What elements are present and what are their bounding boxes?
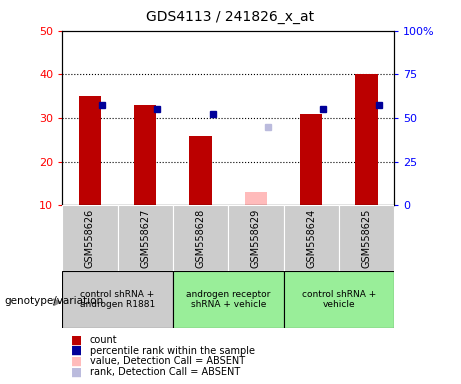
Bar [173,271,284,328]
Text: GDS4113 / 241826_x_at: GDS4113 / 241826_x_at [147,10,314,23]
Bar [228,205,284,271]
Bar [355,74,378,205]
Text: ■: ■ [71,344,83,357]
Text: value, Detection Call = ABSENT: value, Detection Call = ABSENT [90,356,245,366]
Text: GSM558626: GSM558626 [85,209,95,268]
Text: genotype/variation: genotype/variation [5,296,104,306]
Bar [62,271,173,328]
Text: GSM558627: GSM558627 [140,209,150,268]
Bar [79,96,101,205]
Bar [245,192,267,205]
Bar [118,205,173,271]
Text: ■: ■ [71,366,83,379]
Text: control shRNA +
vehicle: control shRNA + vehicle [301,290,376,309]
Text: ■: ■ [71,333,83,346]
Text: count: count [90,335,118,345]
Text: percentile rank within the sample: percentile rank within the sample [90,346,255,356]
Bar [62,205,118,271]
Text: GSM558625: GSM558625 [361,209,372,268]
Bar [134,105,156,205]
Bar [189,136,212,205]
Text: GSM558624: GSM558624 [306,209,316,268]
Text: androgen receptor
shRNA + vehicle: androgen receptor shRNA + vehicle [186,290,271,309]
Text: GSM558629: GSM558629 [251,209,261,268]
Text: GSM558628: GSM558628 [195,209,206,268]
Text: control shRNA +
androgen R1881: control shRNA + androgen R1881 [80,290,155,309]
Text: ■: ■ [71,355,83,368]
Bar [284,271,394,328]
Bar [339,205,394,271]
Bar [300,114,322,205]
Bar [173,205,228,271]
Bar [284,205,339,271]
Text: rank, Detection Call = ABSENT: rank, Detection Call = ABSENT [90,367,240,377]
